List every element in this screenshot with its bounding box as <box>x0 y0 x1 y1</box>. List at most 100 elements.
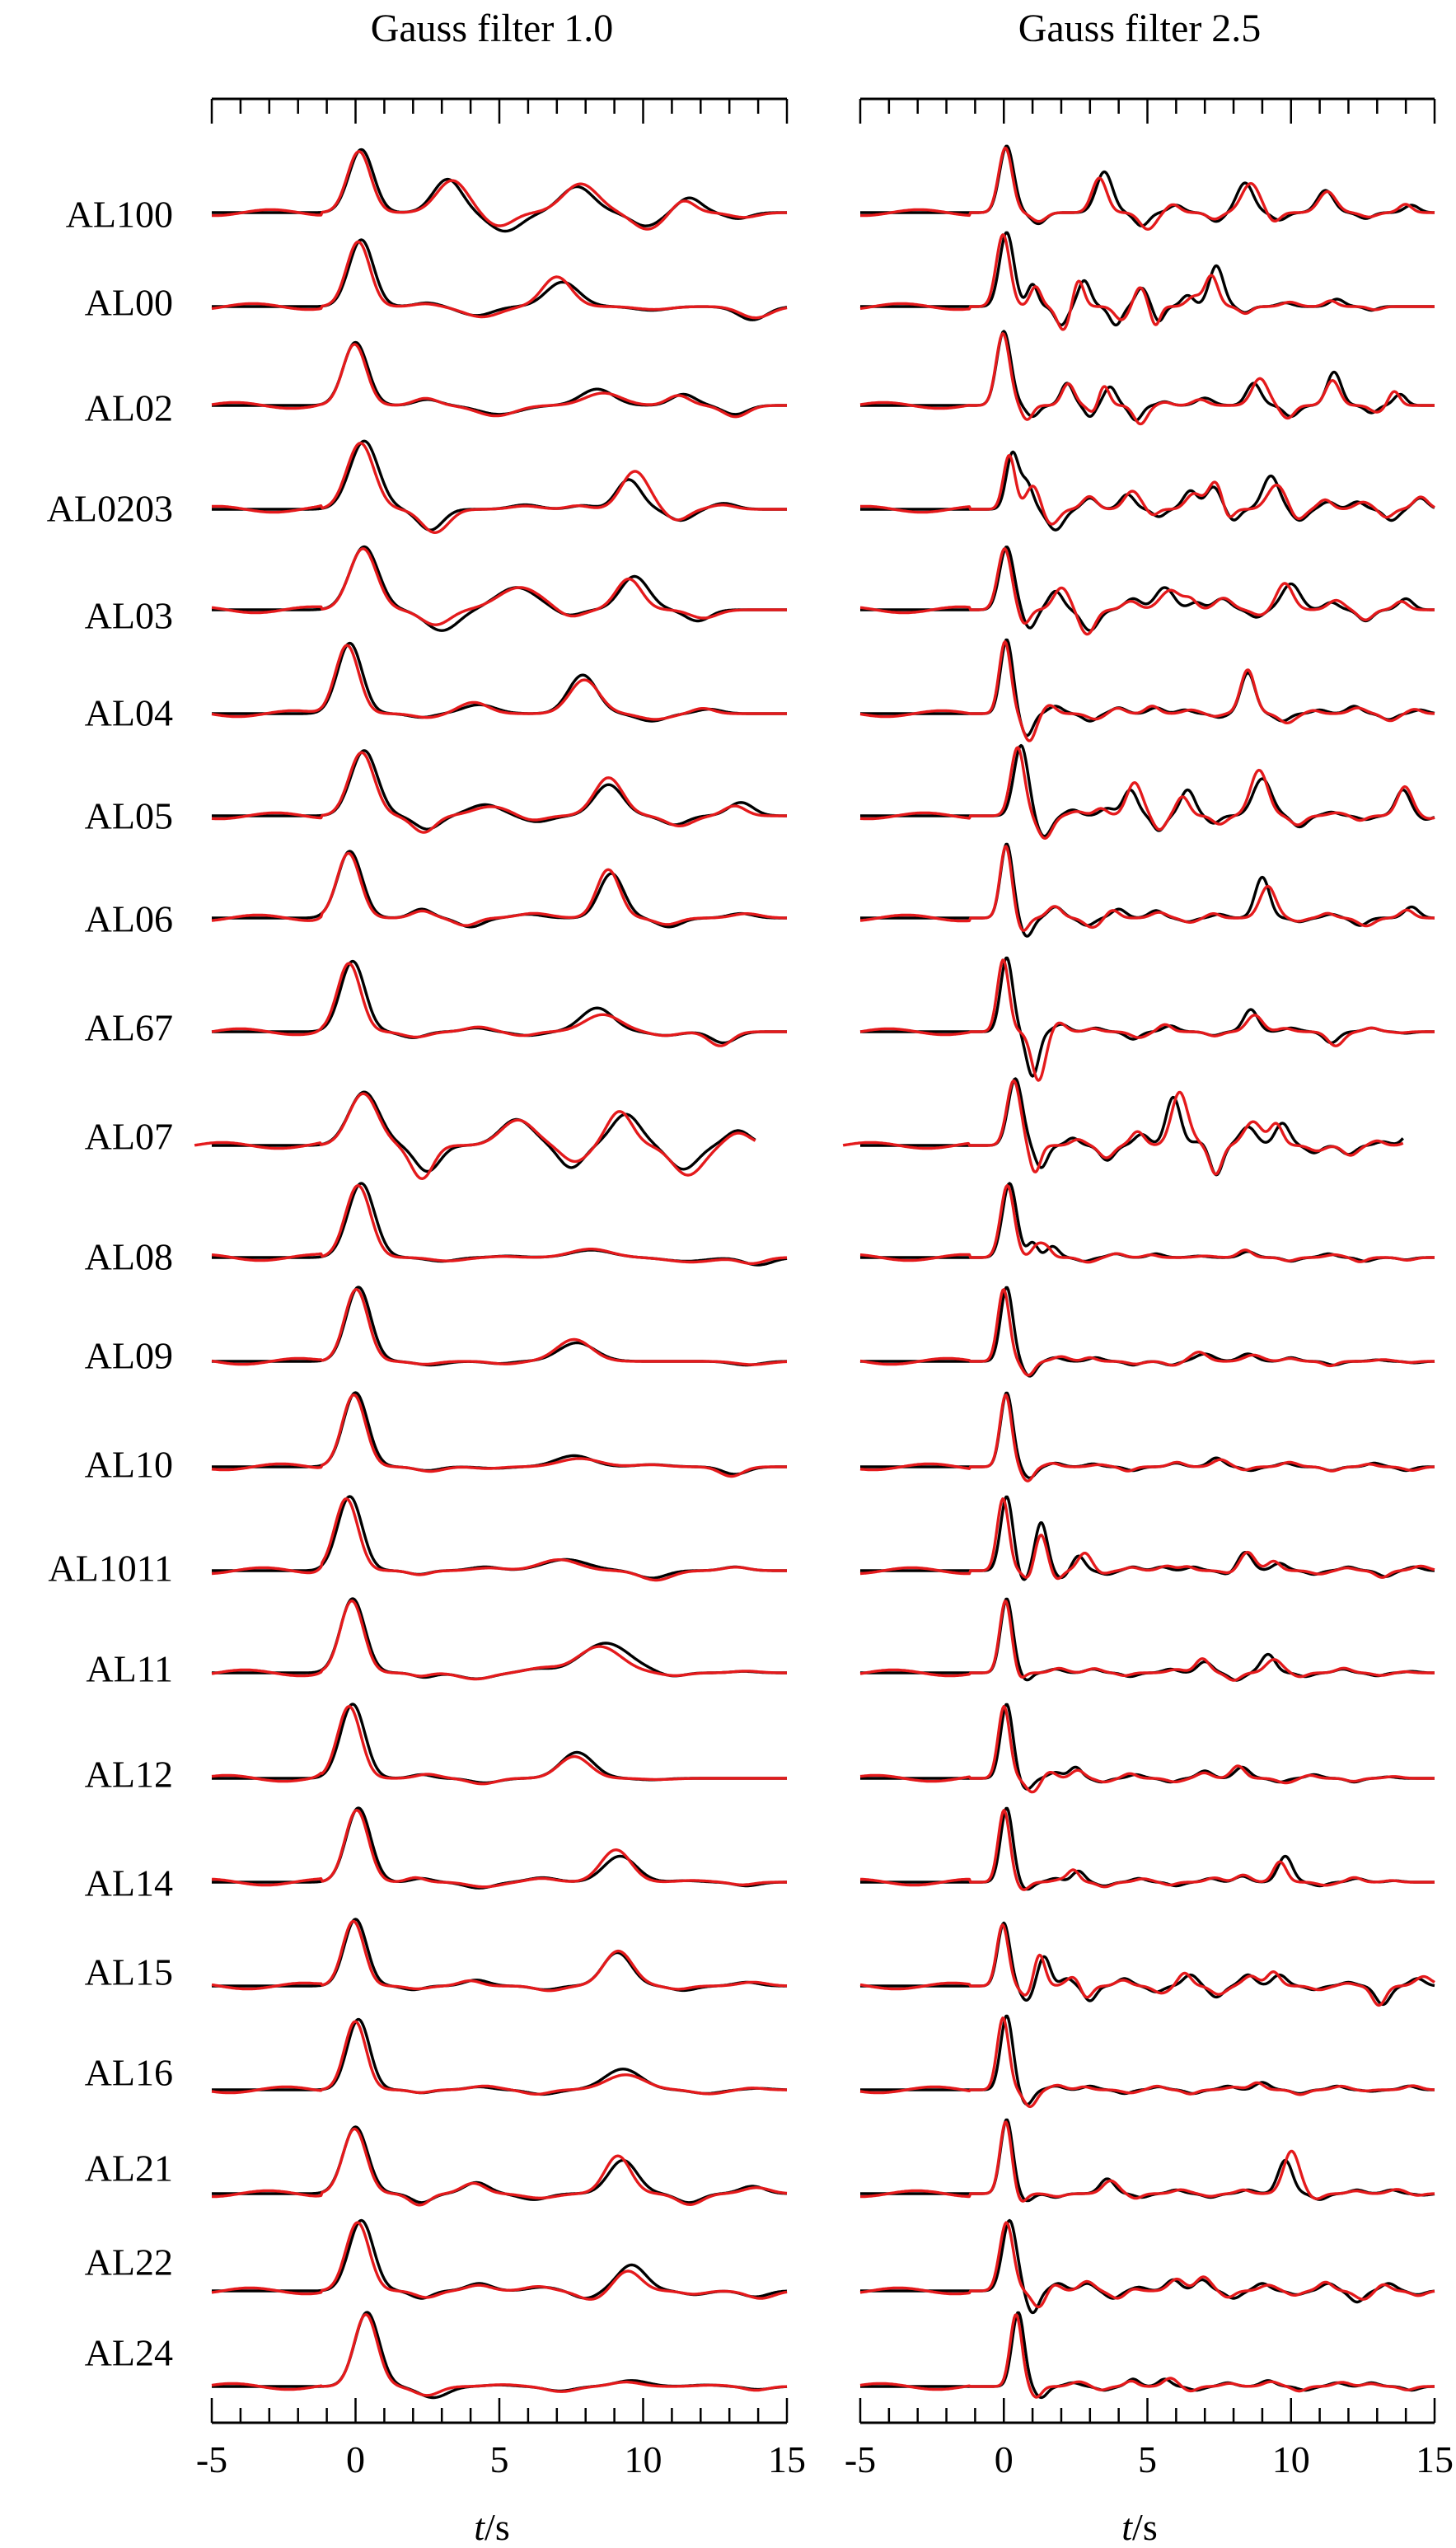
waveform-observed-al06 <box>859 842 1435 938</box>
x-tick-label: 10 <box>625 2438 662 2480</box>
waveform-synthetic-al10 <box>859 1393 1435 1482</box>
right-xaxis-label-var: t <box>1121 2506 1133 2548</box>
waveform-synthetic-al24 <box>859 2313 1435 2399</box>
station-label: AL1011 <box>48 1548 173 1590</box>
waveform-observed-al67 <box>859 956 1435 1078</box>
waveform-synthetic-al0203 <box>211 442 788 534</box>
waveform-synthetic-al22 <box>859 2221 1435 2309</box>
waveform-observed-al14 <box>859 1806 1435 1891</box>
waveform-synthetic-al22 <box>211 2221 788 2301</box>
waveform-synthetic-al09 <box>211 1288 788 1366</box>
waveform-observed-al04 <box>859 638 1435 738</box>
waveform-synthetic-al07 <box>194 1092 756 1180</box>
waveform-observed-al07 <box>211 1090 756 1173</box>
waveform-observed-al1011 <box>211 1495 788 1580</box>
waveform-synthetic-al14 <box>859 1809 1435 1891</box>
waveform-observed-al100 <box>211 148 788 233</box>
waveform-synthetic-al03 <box>211 547 788 626</box>
x-tick-label: 10 <box>1272 2438 1310 2480</box>
station-labels: AL100 AL00 AL02 AL0203 AL03 AL04 AL05 AL06 AL67 A… <box>47 194 173 2374</box>
x-tick-label: 5 <box>1138 2438 1157 2480</box>
waveform-observed-al0203 <box>859 450 1435 532</box>
waveform-observed-al02 <box>859 330 1435 422</box>
waveform-observed-al21 <box>211 2125 788 2204</box>
waveform-observed-al10 <box>211 1391 788 1476</box>
waveform-observed-al12 <box>211 1703 788 1785</box>
waveform-synthetic-al12 <box>211 1705 788 1786</box>
station-label: AL06 <box>85 898 173 940</box>
station-label: AL07 <box>85 1116 173 1158</box>
x-tick-label: 0 <box>346 2438 365 2480</box>
left-xaxis-label-unit: /s <box>485 2506 510 2548</box>
waveform-synthetic-al100 <box>859 146 1435 231</box>
station-label: AL21 <box>85 2148 173 2190</box>
waveform-synthetic-al21 <box>211 2127 788 2207</box>
waveform-synthetic-al1011 <box>211 1497 788 1582</box>
waveform-observed-al22 <box>211 2218 788 2300</box>
station-label: AL05 <box>85 795 173 837</box>
station-label: AL04 <box>85 692 173 734</box>
waveform-synthetic-al67 <box>211 962 788 1047</box>
right-panel-title: Gauss filter 2.5 <box>1018 7 1262 50</box>
waveform-synthetic-al21 <box>859 2120 1435 2203</box>
waveform-synthetic-al67 <box>859 958 1435 1082</box>
waveform-observed-al15 <box>859 1921 1435 2007</box>
waveform-synthetic-al11 <box>211 1600 788 1681</box>
x-tick-label: 0 <box>995 2438 1014 2480</box>
waveform-synthetic-al15 <box>211 1919 788 1993</box>
waveform-synthetic-al12 <box>859 1705 1435 1794</box>
waveform-observed-al08 <box>211 1182 788 1267</box>
waveform-observed-al15 <box>211 1918 788 1993</box>
x-tick-label: -5 <box>196 2438 227 2480</box>
waveform-observed-al100 <box>859 144 1435 227</box>
right-panel: -5 0 5 10 15 <box>842 97 1454 2480</box>
x-tick-label: -5 <box>845 2438 876 2480</box>
right-xaxis-label-unit: /s <box>1132 2506 1158 2548</box>
station-label: AL00 <box>85 282 173 324</box>
waveform-observed-al05 <box>859 743 1435 838</box>
waveform-synthetic-al14 <box>211 1809 788 1889</box>
left-panel-title: Gauss filter 1.0 <box>371 7 614 50</box>
x-tick-label: 5 <box>490 2438 509 2480</box>
waveform-observed-al0203 <box>211 439 788 532</box>
waveform-observed-al16 <box>859 2014 1435 2106</box>
waveform-synthetic-al16 <box>211 2020 788 2096</box>
station-label: AL14 <box>85 1862 173 1904</box>
waveform-synthetic-al03 <box>859 547 1435 636</box>
waveform-synthetic-al04 <box>859 640 1435 742</box>
station-label: AL12 <box>85 1754 173 1796</box>
waveform-synthetic-al00 <box>859 233 1435 331</box>
waveform-observed-al14 <box>211 1806 788 1890</box>
waveform-synthetic-al1011 <box>859 1497 1435 1581</box>
waveform-synthetic-al100 <box>211 150 788 231</box>
station-label: AL22 <box>85 2241 173 2283</box>
waveform-synthetic-al0203 <box>859 453 1435 526</box>
waveform-synthetic-al11 <box>859 1600 1435 1682</box>
waveform-observed-al16 <box>211 2017 788 2096</box>
station-label: AL100 <box>66 194 173 236</box>
station-label: AL24 <box>85 2332 173 2374</box>
waveform-observed-al06 <box>211 850 788 929</box>
station-label: AL10 <box>85 1444 173 1486</box>
waveform-synthetic-al08 <box>859 1184 1435 1264</box>
waveform-synthetic-al00 <box>211 240 788 320</box>
waveform-synthetic-al08 <box>211 1184 788 1265</box>
waveform-observed-al12 <box>859 1703 1435 1791</box>
waveform-synthetic-al02 <box>211 343 788 419</box>
waveform-observed-al21 <box>859 2118 1435 2203</box>
waveform-synthetic-al05 <box>211 751 788 834</box>
waveform-synthetic-al05 <box>859 746 1435 840</box>
waveform-synthetic-al06 <box>211 851 788 927</box>
waveform-observed-al22 <box>859 2218 1435 2315</box>
waveform-observed-al00 <box>859 231 1435 327</box>
left-panel: -5 0 5 10 15 <box>194 97 806 2480</box>
waveform-synthetic-al02 <box>859 332 1435 426</box>
waveform-synthetic-al07 <box>842 1079 1404 1176</box>
station-label: AL67 <box>85 1007 173 1049</box>
station-label: AL15 <box>85 1951 173 1993</box>
left-xaxis-label: t/s <box>474 2506 509 2548</box>
station-label: AL08 <box>85 1236 173 1278</box>
station-label: AL09 <box>85 1335 173 1377</box>
station-label: AL02 <box>85 387 173 429</box>
